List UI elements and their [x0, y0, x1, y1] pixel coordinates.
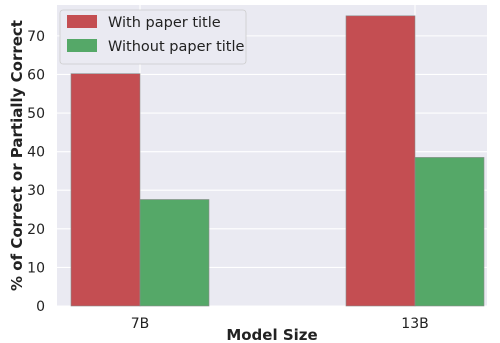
y-tick-label: 10: [27, 260, 45, 276]
bar-13B-with-title: [345, 15, 416, 307]
bar-7B-with-title: [70, 73, 141, 307]
bar-13B-without-title: [414, 157, 485, 307]
legend-box: [59, 9, 247, 65]
legend-label-without-title: Without paper title: [108, 39, 244, 55]
x-tick-label: 13B: [401, 316, 428, 332]
y-tick-label: 20: [27, 222, 45, 238]
x-tick-labels: 7B 13B: [131, 316, 429, 332]
legend-swatch-with-title: [67, 15, 97, 28]
legend-swatch-without-title: [67, 39, 97, 52]
y-tick-label: 30: [27, 183, 45, 199]
bars: [70, 15, 485, 307]
legend-label-with-title: With paper title: [108, 15, 221, 31]
bar-7B-without-title: [139, 199, 210, 307]
y-tick-label: 0: [36, 299, 45, 315]
y-tick-label: 70: [27, 29, 45, 45]
y-tick-label: 40: [27, 145, 45, 161]
x-tick-label: 7B: [131, 316, 150, 332]
x-axis-title: Model Size: [226, 326, 317, 343]
legend: With paper title Without paper title: [59, 9, 247, 65]
y-axis-title: % of Correct or Partially Correct: [8, 20, 26, 291]
y-tick-label: 60: [27, 67, 45, 83]
y-tick-label: 50: [27, 106, 45, 122]
y-tick-labels: 0 10 20 30 40 50 60 70: [27, 29, 45, 315]
